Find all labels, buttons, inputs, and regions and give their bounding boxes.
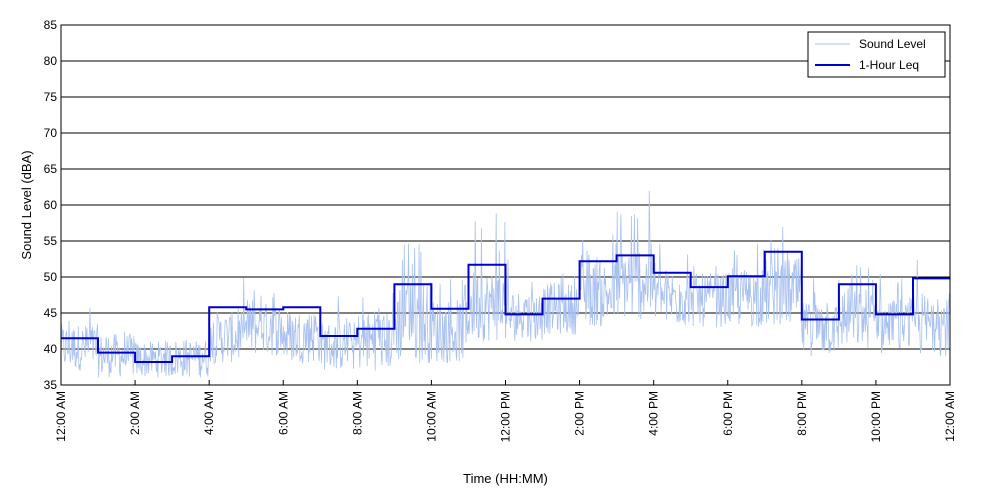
legend-box	[807, 31, 946, 78]
x-tick-label: 12:00 PM	[499, 391, 513, 442]
series-1-hour-leq	[61, 250, 950, 363]
y-tick-label: 60	[44, 198, 58, 212]
x-axis-title: Time (HH:MM)	[463, 471, 548, 486]
legend: Sound Level 1-Hour Leq	[807, 31, 946, 78]
y-tick-label: 35	[44, 378, 58, 392]
x-axis-ticks: 12:00 AM 2:00 AM 4:00 AM 6:00 AM 8:00 AM 10:0…	[54, 380, 957, 442]
y-axis-title: Sound Level (dBA)	[19, 150, 34, 259]
x-tick-label: 8:00 PM	[795, 391, 809, 436]
x-tick-label: 2:00 AM	[128, 391, 142, 435]
y-tick-label: 85	[44, 18, 58, 32]
y-tick-label: 80	[44, 54, 58, 68]
y-axis-ticks: 35 40 45 50 55 60 65 70 75 80 85	[44, 18, 58, 392]
series-layer	[60, 190, 951, 378]
y-tick-label: 75	[44, 90, 58, 104]
legend-label-leq: 1-Hour Leq	[859, 58, 919, 72]
x-tick-label: 12:00 AM	[943, 391, 957, 442]
x-tick-label: 10:00 AM	[424, 391, 438, 442]
y-tick-label: 45	[44, 306, 58, 320]
y-tick-label: 70	[44, 126, 58, 140]
x-tick-label: 6:00 AM	[276, 391, 290, 435]
x-tick-label: 2:00 PM	[573, 391, 587, 436]
x-tick-label: 4:00 AM	[202, 391, 216, 435]
x-tick-label: 8:00 AM	[350, 391, 364, 435]
x-tick-label: 10:00 PM	[869, 391, 883, 442]
x-tick-label: 6:00 PM	[721, 391, 735, 436]
legend-label-sound-level: Sound Level	[859, 37, 926, 51]
y-tick-label: 65	[44, 162, 58, 176]
x-tick-label: 4:00 PM	[647, 391, 661, 436]
y-tick-label: 50	[44, 270, 58, 284]
y-tick-label: 40	[44, 342, 58, 356]
x-tick-label: 12:00 AM	[54, 391, 68, 442]
y-tick-label: 55	[44, 234, 58, 248]
plot-frame	[60, 24, 951, 386]
